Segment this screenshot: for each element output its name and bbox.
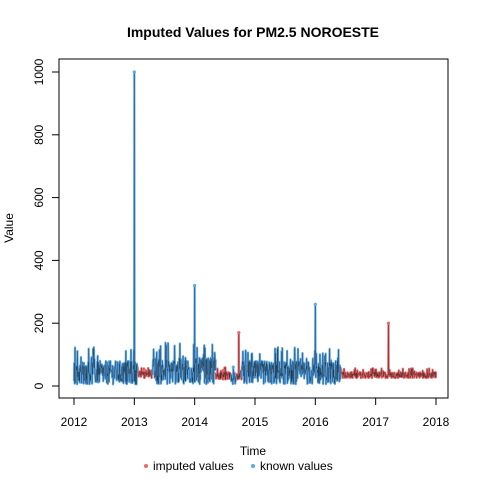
y-tick-label: 400 xyxy=(32,250,46,270)
peak-point xyxy=(231,365,235,369)
peak-point xyxy=(193,283,197,288)
x-tick-label: 2016 xyxy=(302,415,329,429)
x-tick-label: 2013 xyxy=(121,415,148,429)
peak-point xyxy=(221,368,225,372)
legend-label-known: known values xyxy=(260,459,333,473)
legend-label-imputed: imputed values xyxy=(153,459,234,473)
series-segment-line xyxy=(73,71,138,385)
y-tick-label: 600 xyxy=(32,187,46,207)
series-segment-line xyxy=(340,323,437,379)
legend-marker-imputed xyxy=(144,464,148,468)
x-tick-label: 2015 xyxy=(242,415,269,429)
series-known xyxy=(72,70,342,386)
y-tick-label: 200 xyxy=(32,313,46,333)
x-tick-label: 2017 xyxy=(362,415,389,429)
legend: imputed values known values xyxy=(144,459,333,473)
series-segment-line xyxy=(152,285,216,385)
peak-point xyxy=(143,368,147,372)
x-axis-label: Time xyxy=(240,444,267,458)
x-tick-label: 2014 xyxy=(181,415,208,429)
plot-area xyxy=(72,70,438,386)
x-axis: 2012 2013 2014 2015 2016 2017 2018 xyxy=(61,397,450,429)
series-imputed xyxy=(136,321,438,381)
chart-title: Imputed Values for PM2.5 NOROESTE xyxy=(127,24,379,40)
y-axis-label: Value xyxy=(2,213,16,243)
peak-point xyxy=(132,70,136,74)
y-tick-label: 800 xyxy=(32,124,46,144)
x-tick-label: 2018 xyxy=(423,415,450,429)
x-tick-label: 2012 xyxy=(61,415,88,429)
y-axis: 0 200 400 600 800 1000 xyxy=(32,58,60,389)
y-tick-label: 1000 xyxy=(32,58,46,85)
peak-point xyxy=(237,331,241,335)
y-tick-label: 0 xyxy=(32,382,46,389)
series-segment-line xyxy=(241,304,341,385)
legend-marker-known xyxy=(251,464,255,468)
peak-point xyxy=(313,302,317,306)
peak-point xyxy=(386,321,391,325)
